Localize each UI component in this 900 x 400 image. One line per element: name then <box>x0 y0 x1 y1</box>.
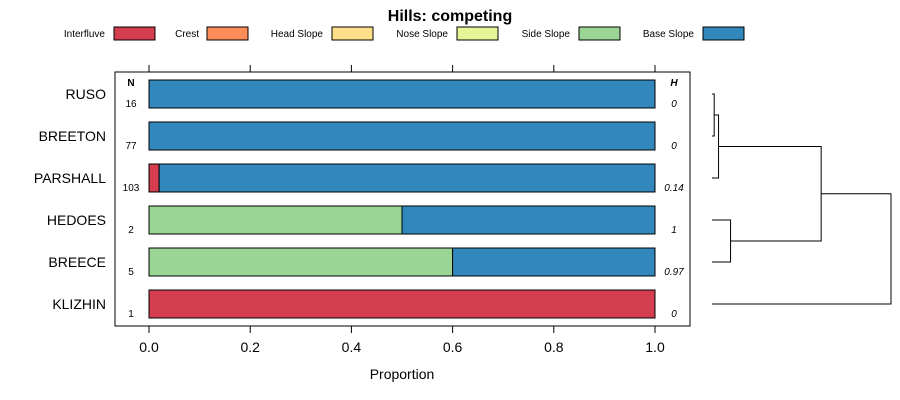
x-tick-label-0: 0.0 <box>139 339 159 355</box>
x-tick-label-4: 0.8 <box>544 339 564 355</box>
n-value-klizhin: 1 <box>128 309 134 320</box>
n-value-breeton: 77 <box>125 141 137 152</box>
bar-breeton-base-slope <box>148 121 656 151</box>
legend-swatch-crest <box>206 26 249 41</box>
bar-breece-base-slope <box>452 247 656 277</box>
h-labels: 0 0 0.14 1 0.97 0 <box>664 99 684 320</box>
legend-swatch-nose-slope <box>456 26 499 41</box>
row-label-parshall: PARSHALL <box>34 170 106 186</box>
h-value-hedoes: 1 <box>671 225 677 236</box>
dendrogram-link-2 <box>712 219 732 263</box>
legend-label-side-slope: Side Slope <box>522 29 571 40</box>
legend-swatch-side-slope <box>578 26 621 41</box>
h-header: H <box>670 78 678 89</box>
n-value-hedoes: 2 <box>128 225 134 236</box>
dendrogram-link-1 <box>712 114 720 179</box>
dendrogram <box>712 93 892 305</box>
n-value-ruso: 16 <box>125 99 137 110</box>
x-tick-label-3: 0.6 <box>443 339 463 355</box>
legend-label-base-slope: Base Slope <box>643 29 695 40</box>
legend-swatch-head-slope <box>331 26 374 41</box>
legend-label-nose-slope: Nose Slope <box>396 29 448 40</box>
n-value-parshall: 103 <box>123 183 140 194</box>
row-label-klizhin: KLIZHIN <box>52 296 106 312</box>
row-label-hedoes: HEDOES <box>47 212 106 228</box>
legend-label-crest: Crest <box>175 29 199 40</box>
bars <box>148 79 656 319</box>
x-tick-label-2: 0.4 <box>342 339 362 355</box>
h-value-ruso: 0 <box>671 99 677 110</box>
dendrogram-link-3 <box>718 146 822 242</box>
legend-swatch-interfluve <box>113 26 156 41</box>
bar-hedoes-base-slope <box>401 205 656 235</box>
x-tick-label-1: 0.2 <box>240 339 260 355</box>
legend: Interfluve Crest Head Slope Nose Slope Side … <box>64 26 745 41</box>
row-labels: RUSO BREETON PARSHALL HEDOES BREECE KLIZHIN <box>34 86 106 312</box>
x-tick-label-5: 1.0 <box>645 339 665 355</box>
legend-label-head-slope: Head Slope <box>271 29 324 40</box>
h-value-parshall: 0.14 <box>664 183 684 194</box>
bar-hedoes-side-slope <box>148 205 403 235</box>
plot-frame <box>114 71 691 327</box>
h-value-breeton: 0 <box>671 141 677 152</box>
dendrogram-link-0 <box>712 93 715 137</box>
legend-swatch-base-slope <box>702 26 745 41</box>
chart-title: Hills: competing <box>388 8 512 25</box>
bar-klizhin-interfluve <box>148 289 656 319</box>
bar-breece-side-slope <box>148 247 454 277</box>
bar-parshall-interfluve <box>148 163 160 193</box>
legend-label-interfluve: Interfluve <box>64 29 106 40</box>
n-header: N <box>127 78 134 89</box>
row-label-ruso: RUSO <box>66 86 107 102</box>
dendrogram-link-4 <box>712 193 892 305</box>
h-value-breece: 0.97 <box>664 267 684 278</box>
h-value-klizhin: 0 <box>671 309 677 320</box>
row-label-breeton: BREETON <box>39 128 106 144</box>
x-axis-title: Proportion <box>370 366 435 382</box>
bar-parshall-base-slope <box>158 163 656 193</box>
row-label-breece: BREECE <box>48 254 106 270</box>
n-value-breece: 5 <box>128 267 134 278</box>
x-axis: 0.0 0.2 0.4 0.6 0.8 1.0 <box>139 65 665 355</box>
n-labels: 16 77 103 2 5 1 <box>123 99 140 320</box>
bar-ruso-base-slope <box>148 79 656 109</box>
